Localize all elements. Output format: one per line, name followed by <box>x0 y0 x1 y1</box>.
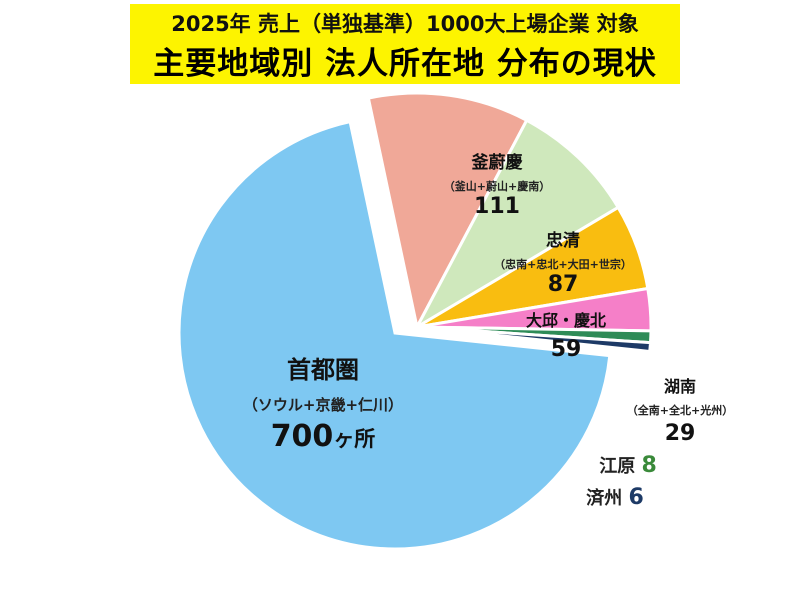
slice-detail-0: （ソウル+京畿+仁川） <box>243 396 403 414</box>
slice-value-0: 700ヶ所 <box>271 419 376 454</box>
slice-detail-4: （全南+全北+光州） <box>627 403 733 417</box>
slice-detail-2: （忠南+忠北+大田+世宗） <box>494 257 632 271</box>
pie-slice-0 <box>177 119 612 551</box>
slice-label-6: 済州 6 <box>586 485 644 510</box>
slice-detail-1: （釜山+蔚山+慶南） <box>444 179 550 193</box>
slice-name-2: 忠清 <box>546 230 580 251</box>
slice-value-2: 87 <box>548 272 579 297</box>
slice-label-5: 江原 8 <box>599 453 657 478</box>
slice-value-3: 59 <box>551 337 582 362</box>
pie-slice-6 <box>416 325 653 354</box>
slice-name-3: 大邱・慶北 <box>526 311 606 330</box>
slice-name-0: 首都圏 <box>287 356 359 384</box>
chart-subtitle: 2025年 売上（単独基準）1000大上場企業 対象 <box>171 12 639 36</box>
slice-value-1: 111 <box>474 194 520 219</box>
pie-slice-1 <box>366 91 529 332</box>
chart-title: 主要地域別 法人所在地 分布の現状 <box>153 46 657 82</box>
slice-name-4: 湖南 <box>664 377 696 396</box>
pie-slice-2 <box>413 118 621 332</box>
slice-value-4: 29 <box>665 421 696 446</box>
slice-name-1: 釜蔚慶 <box>471 152 523 173</box>
title-banner <box>130 4 680 84</box>
